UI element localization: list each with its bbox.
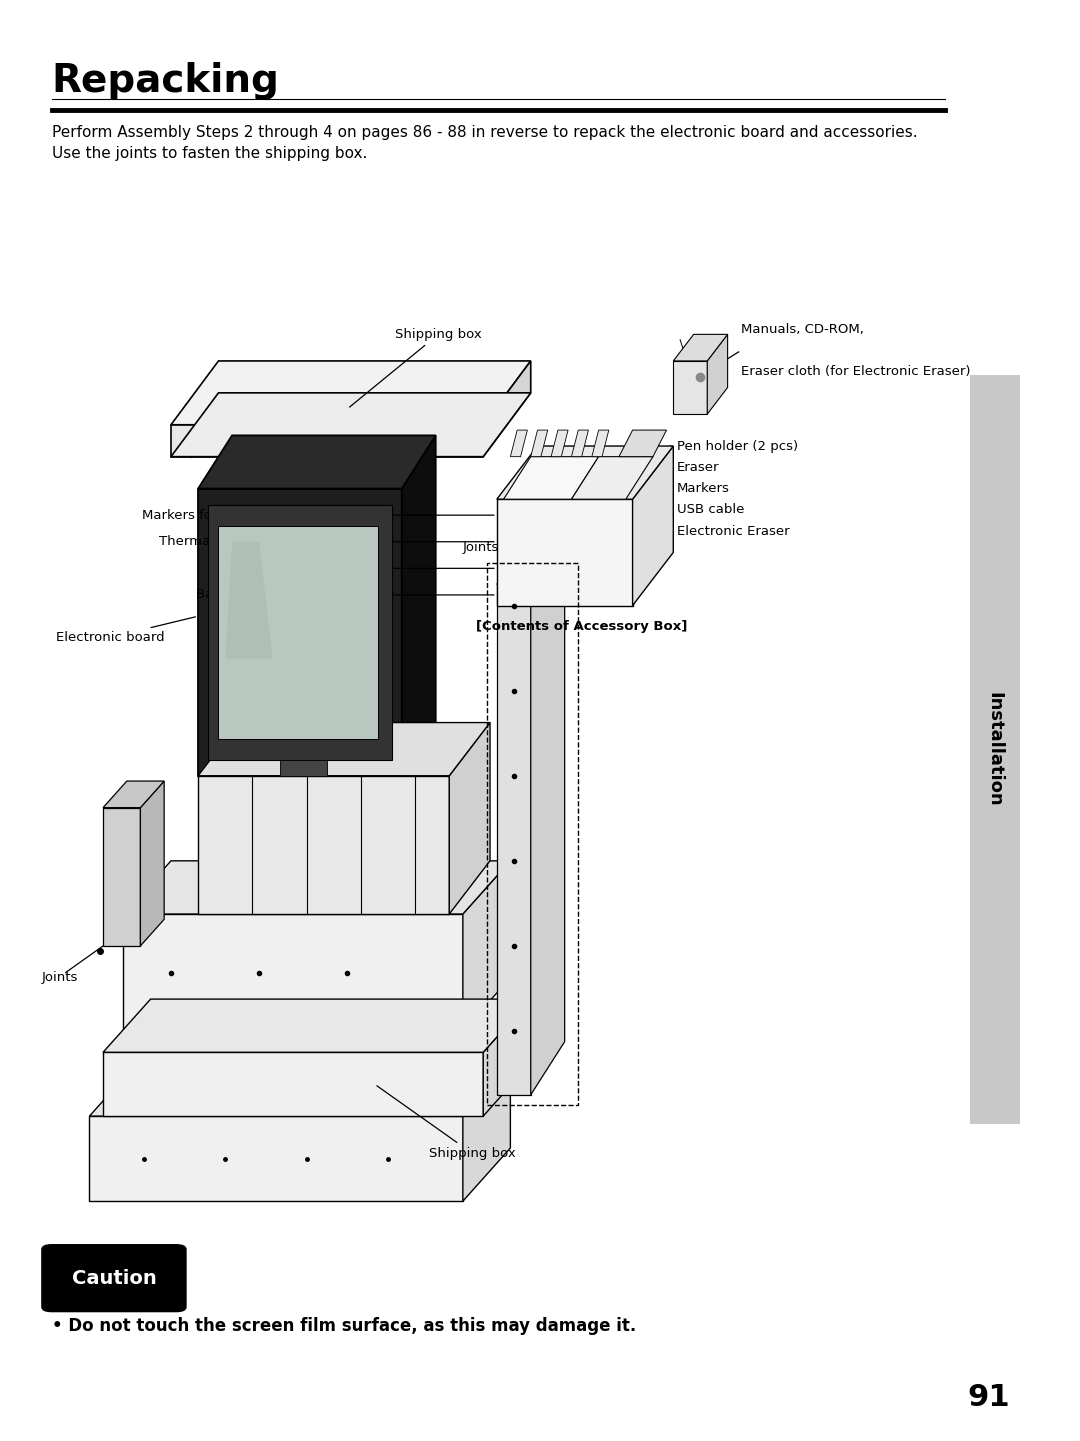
Polygon shape — [198, 488, 402, 775]
Text: Joints: Joints — [463, 540, 515, 566]
Polygon shape — [198, 775, 449, 914]
Polygon shape — [463, 860, 511, 1030]
Text: Perform Assembly Steps 2 through 4 on pages 86 - 88 in reverse to repack the ele: Perform Assembly Steps 2 through 4 on pa… — [52, 125, 918, 161]
Polygon shape — [198, 435, 435, 488]
Text: Joints: Joints — [42, 971, 79, 984]
Polygon shape — [208, 504, 392, 759]
Polygon shape — [90, 1117, 463, 1202]
Polygon shape — [530, 532, 565, 1095]
Polygon shape — [633, 447, 673, 605]
Polygon shape — [449, 722, 490, 914]
Polygon shape — [483, 999, 530, 1117]
Polygon shape — [103, 807, 140, 945]
Text: Eraser cloth (for Electronic Eraser): Eraser cloth (for Electronic Eraser) — [741, 365, 971, 378]
Text: Manuals, CD-ROM,: Manuals, CD-ROM, — [741, 323, 864, 336]
Bar — [487, 563, 578, 1105]
Polygon shape — [551, 429, 568, 457]
Polygon shape — [707, 334, 728, 414]
Polygon shape — [673, 360, 707, 414]
Text: Electronic Eraser: Electronic Eraser — [670, 525, 789, 537]
Polygon shape — [503, 457, 598, 499]
Text: Markers for Interactive: Markers for Interactive — [141, 509, 494, 522]
Polygon shape — [103, 999, 530, 1052]
Text: Eraser: Eraser — [670, 461, 719, 474]
Text: Caution: Caution — [71, 1268, 157, 1288]
FancyBboxPatch shape — [42, 1245, 186, 1311]
Polygon shape — [171, 393, 530, 457]
Polygon shape — [402, 435, 435, 775]
Polygon shape — [619, 429, 666, 457]
Polygon shape — [140, 781, 164, 945]
Text: Batteries (6 pcs): Batteries (6 pcs) — [197, 588, 494, 601]
Polygon shape — [497, 447, 673, 499]
Polygon shape — [171, 360, 530, 425]
Polygon shape — [123, 860, 511, 914]
Text: Repacking: Repacking — [52, 62, 280, 99]
Text: USB cable: USB cable — [670, 503, 744, 516]
Polygon shape — [592, 429, 609, 457]
Polygon shape — [90, 1063, 511, 1117]
Polygon shape — [497, 532, 565, 584]
Polygon shape — [123, 914, 463, 1030]
Polygon shape — [571, 429, 589, 457]
Polygon shape — [497, 499, 633, 605]
Text: Installation: Installation — [986, 692, 1003, 807]
Polygon shape — [103, 1052, 483, 1117]
Polygon shape — [198, 722, 490, 775]
Polygon shape — [218, 526, 378, 739]
Polygon shape — [103, 781, 164, 807]
Text: Thermal transfer film: Thermal transfer film — [159, 535, 494, 548]
Text: Pen holder (2 pcs): Pen holder (2 pcs) — [670, 440, 798, 452]
Polygon shape — [571, 457, 653, 499]
Text: 91: 91 — [968, 1383, 1010, 1412]
Text: • Do not touch the screen film surface, as this may damage it.: • Do not touch the screen film surface, … — [52, 1317, 636, 1334]
Text: Electronic board: Electronic board — [55, 617, 195, 644]
Polygon shape — [483, 360, 530, 457]
Polygon shape — [497, 584, 530, 1095]
Polygon shape — [511, 429, 527, 457]
Polygon shape — [280, 759, 327, 775]
Polygon shape — [673, 334, 728, 360]
Text: Markers: Markers — [670, 483, 730, 496]
Polygon shape — [530, 429, 548, 457]
Text: Shipping box: Shipping box — [350, 329, 482, 406]
Polygon shape — [463, 1063, 511, 1202]
Polygon shape — [226, 542, 273, 659]
Text: Power cord: Power cord — [254, 562, 494, 575]
Text: [Contents of Accessory Box]: [Contents of Accessory Box] — [476, 620, 688, 634]
Text: Shipping box: Shipping box — [377, 1085, 515, 1160]
Polygon shape — [171, 425, 483, 457]
